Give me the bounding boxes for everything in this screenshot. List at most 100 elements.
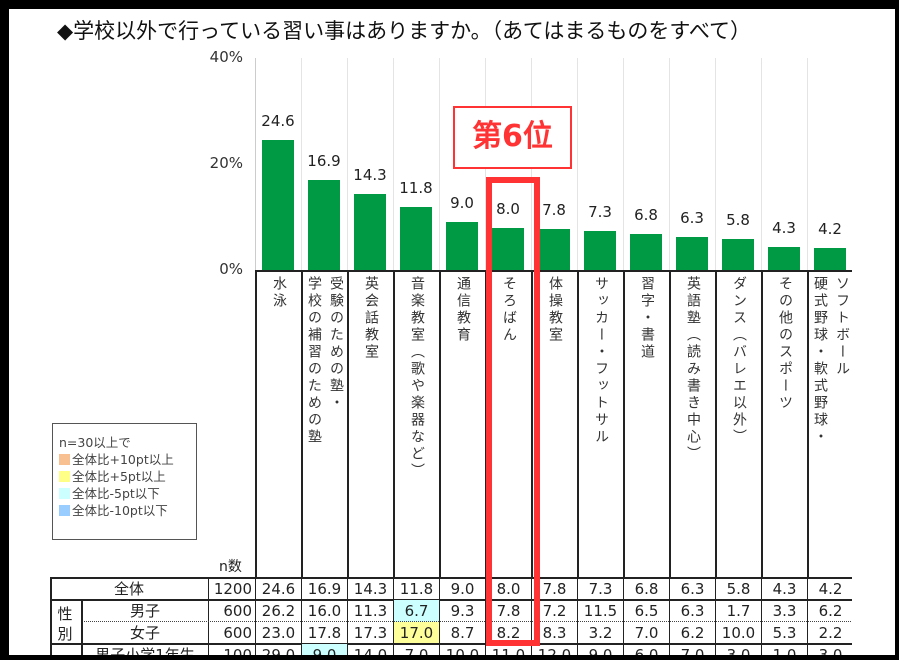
data-label: 6.3 [680, 208, 704, 227]
bar [492, 227, 524, 270]
chart-frame: ◆学校以外で行っている習い事はありますか。（あてはまるものをすべて） 0% 20%… [9, 9, 895, 655]
category-label: 水泳 [271, 276, 287, 310]
value-cell: 17.0 [393, 622, 439, 644]
legend-label: 全体比-5pt以下 [72, 486, 160, 501]
category-label: 体操教室 [547, 276, 563, 344]
value-cell: 6.8 [623, 578, 669, 600]
legend-item: 全体比-10pt以下 [59, 502, 196, 519]
n-cell: 600 [208, 622, 255, 644]
value-cell: 24.6 [255, 578, 301, 600]
row-label: 男子小学1年生 [81, 644, 208, 655]
value-cell: 9.3 [439, 600, 485, 622]
data-label: 7.8 [542, 200, 566, 219]
value-cell: 5.8 [715, 578, 761, 600]
value-cell: 7.8 [531, 578, 577, 600]
category-header: 水泳 [255, 270, 301, 578]
table-left-line [50, 578, 52, 655]
legend-item: 全体比+10pt以上 [59, 451, 196, 468]
category-label: ソフトボール 硬式野球・軟式野球・ [812, 276, 850, 446]
data-label: 7.3 [588, 203, 612, 222]
y-tick-label: 20% [209, 154, 243, 172]
gridline [393, 58, 394, 270]
category-header: ソフトボール 硬式野球・軟式野球・ [807, 270, 852, 578]
value-cell: 3.0 [715, 644, 761, 655]
category-header: サッカー・フットサル [577, 270, 623, 578]
gridline [669, 58, 670, 270]
data-label: 16.9 [307, 152, 341, 171]
value-cell: 7.8 [485, 600, 531, 622]
group-divider [81, 600, 83, 655]
value-cell: 6.2 [669, 622, 715, 644]
value-cell: 29.0 [255, 644, 301, 655]
value-cell: 9.0 [301, 644, 347, 655]
value-cell: 23.0 [255, 622, 301, 644]
row-divider [50, 643, 852, 645]
value-cell: 14.3 [347, 578, 393, 600]
value-cell: 8.2 [485, 622, 531, 644]
value-cell: 7.2 [531, 600, 577, 622]
category-header: その他のスポーツ [761, 270, 807, 578]
value-cell: 6.2 [807, 600, 852, 622]
bar [814, 247, 846, 270]
bar [262, 139, 294, 270]
n-cell: 1200 [208, 578, 255, 600]
value-cell: 4.2 [807, 578, 852, 600]
category-label: サッカー・フットサル [593, 276, 609, 446]
data-label: 14.3 [353, 166, 387, 185]
highlight-box [486, 177, 540, 646]
rank-badge: 第6位 [453, 106, 572, 169]
row-divider [50, 599, 852, 601]
bar [722, 239, 754, 270]
category-header: 受験のための塾・ 学校の補習のための塾 [301, 270, 347, 578]
value-cell: 4.3 [761, 578, 807, 600]
value-cell: 6.3 [669, 578, 715, 600]
value-cell: 8.0 [485, 578, 531, 600]
row-label: 全体 [113, 580, 144, 598]
value-cell: 7.0 [623, 622, 669, 644]
n-cell: 600 [208, 600, 255, 622]
value-cell: 6.5 [623, 600, 669, 622]
value-cell: 1.0 [761, 644, 807, 655]
value-cell: 10.0 [715, 622, 761, 644]
value-cell: 16.9 [301, 578, 347, 600]
chart-title: ◆学校以外で行っている習い事はありますか。（あてはまるものをすべて） [57, 19, 752, 43]
category-label: 音楽教室（歌や楽器など） [409, 276, 425, 480]
value-cell: 11.8 [393, 578, 439, 600]
gridline [301, 58, 302, 270]
value-cell: 8.3 [531, 622, 577, 644]
category-header: 習字・書道 [623, 270, 669, 578]
value-cell: 6.0 [623, 644, 669, 655]
category-label: 受験のための塾・ 学校の補習のための塾 [306, 276, 344, 446]
value-cell: 12.0 [531, 644, 577, 655]
value-cell: 11.0 [485, 644, 531, 655]
gridline [761, 58, 762, 270]
category-label: その他のスポーツ [777, 276, 793, 412]
value-cell: 11.3 [347, 600, 393, 622]
legend-swatch [59, 505, 70, 516]
category-header: 英会話教室 [347, 270, 393, 578]
data-label: 8.0 [496, 199, 520, 218]
gridline [715, 58, 716, 270]
n-header: n数 [219, 559, 242, 575]
category-label: ダンス（バレエ以外） [731, 276, 747, 446]
legend-swatch [59, 488, 70, 499]
gridline [439, 58, 440, 270]
y-tick-label: 40% [209, 48, 243, 66]
legend-item: 全体比+5pt以上 [59, 468, 196, 485]
bar [354, 194, 386, 270]
bar [308, 180, 340, 270]
chart-area: ◆学校以外で行っている習い事はありますか。（あてはまるものをすべて） 0% 20%… [9, 9, 852, 655]
value-cell: 14.0 [347, 644, 393, 655]
legend-item: 全体比-5pt以下 [59, 485, 196, 502]
data-label: 6.8 [634, 205, 658, 224]
value-cell: 17.8 [301, 622, 347, 644]
value-cell: 9.0 [439, 578, 485, 600]
category-label: そろばん [501, 276, 517, 344]
data-label: 9.0 [450, 194, 474, 213]
value-cell: 17.3 [347, 622, 393, 644]
bar [584, 231, 616, 270]
table-row: 男子小学1年生 100 29.0 9.0 14.0 7.0 10.0 11.0 12.0 9.0 6… [9, 644, 852, 655]
y-tick-label: 0% [219, 260, 243, 278]
gridline [807, 58, 808, 270]
group-label: 性別 [57, 605, 73, 643]
